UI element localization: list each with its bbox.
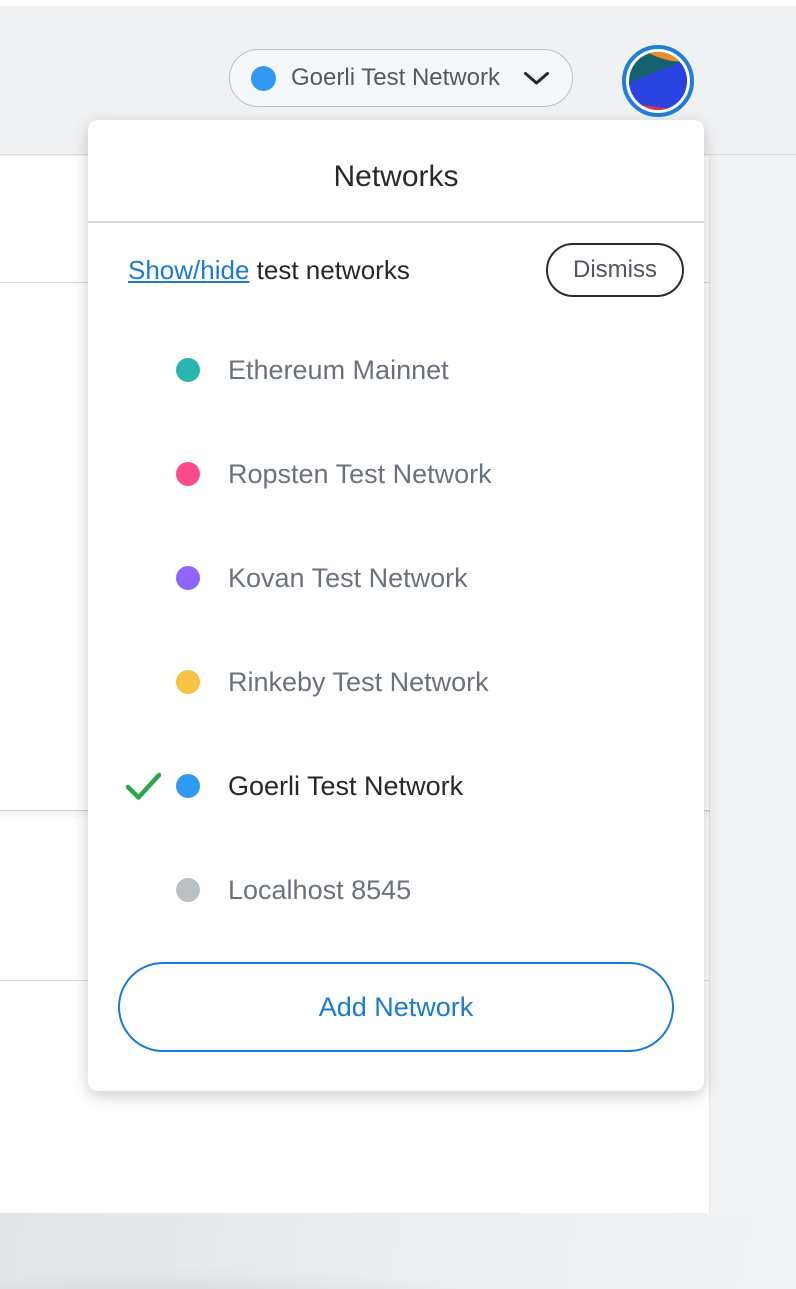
dropdown-title: Networks — [88, 120, 704, 223]
network-list-item[interactable]: Goerli Test Network — [88, 734, 704, 838]
check-icon — [125, 460, 176, 489]
check-icon — [125, 876, 176, 905]
network-name: Ropsten Test Network — [228, 458, 492, 489]
network-list-item[interactable]: Ropsten Test Network — [88, 422, 704, 526]
check-icon — [125, 772, 176, 801]
dismiss-button[interactable]: Dismiss — [546, 243, 684, 297]
page-bottom-area — [0, 1213, 796, 1289]
network-color-dot — [176, 462, 200, 486]
showhide-text: Show/hide test networks — [128, 255, 410, 286]
network-color-dot — [176, 358, 200, 382]
show-hide-link[interactable]: Show/hide — [128, 254, 250, 285]
avatar-jazzicon — [629, 52, 687, 110]
network-list-item[interactable]: Rinkeby Test Network — [88, 630, 704, 734]
network-name: Rinkeby Test Network — [228, 666, 489, 697]
add-network-button[interactable]: Add Network — [118, 962, 674, 1052]
network-name: Localhost 8545 — [228, 874, 412, 905]
current-network-label: Goerli Test Network — [291, 64, 500, 91]
chevron-down-icon — [523, 71, 550, 86]
account-avatar[interactable] — [622, 45, 694, 117]
showhide-row: Show/hide test networks Dismiss — [128, 243, 684, 297]
check-icon — [125, 668, 176, 697]
network-list-item[interactable]: Ethereum Mainnet — [88, 318, 704, 422]
page-top-strip — [0, 0, 796, 6]
network-color-dot — [176, 566, 200, 590]
network-name: Goerli Test Network — [228, 770, 464, 801]
check-icon — [125, 356, 176, 385]
network-list: Ethereum Mainnet Ropsten Test Network Ko… — [88, 318, 704, 942]
network-list-item[interactable]: Localhost 8545 — [88, 838, 704, 942]
network-color-dot — [251, 65, 276, 91]
networks-dropdown: Networks Show/hide test networks Dismiss… — [88, 120, 704, 1091]
showhide-rest-text: test networks — [249, 254, 410, 285]
network-color-dot — [176, 670, 200, 694]
network-selector-button[interactable]: Goerli Test Network — [229, 49, 573, 107]
network-name: Kovan Test Network — [228, 562, 468, 593]
network-list-item[interactable]: Kovan Test Network — [88, 526, 704, 630]
network-color-dot — [176, 774, 200, 798]
network-name: Ethereum Mainnet — [228, 354, 449, 385]
check-icon — [125, 564, 176, 593]
network-color-dot — [176, 878, 200, 902]
